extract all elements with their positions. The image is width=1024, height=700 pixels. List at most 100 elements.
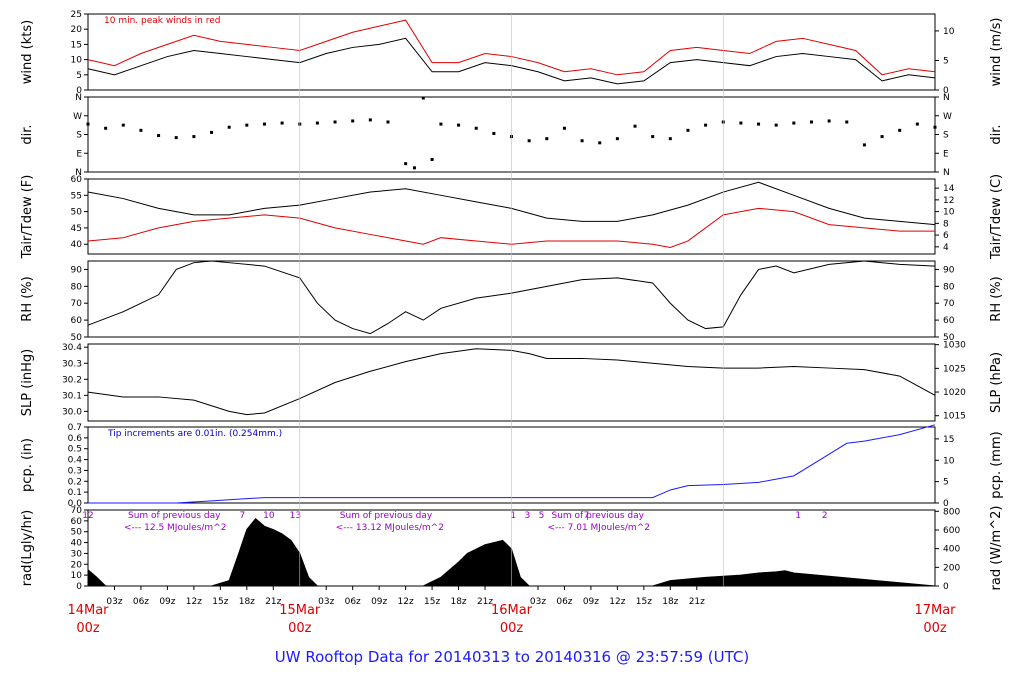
day-label-z: 00z (923, 621, 947, 636)
daily-sum-header: Sum of previous day (340, 511, 433, 521)
y2-tick-label: W (943, 112, 952, 122)
y-axis-label: SLP (inHg) (20, 349, 35, 417)
data-point (351, 119, 355, 123)
y-tick-label: 90 (71, 265, 83, 275)
data-point (104, 126, 108, 130)
data-point (933, 125, 937, 129)
y-tick-label: N (75, 93, 82, 103)
y-axis-label: Tair/Tdew (F) (20, 175, 35, 260)
y-tick-label: 30.4 (62, 343, 82, 353)
y2-tick-label: 15 (943, 435, 954, 445)
y-tick-label: 60 (71, 175, 83, 185)
x-tick-label: 12z (398, 597, 414, 607)
data-point (845, 120, 849, 124)
data-point (386, 120, 390, 124)
y2-tick-label: S (943, 131, 949, 141)
daily-sum-header: Sum of previous day (128, 511, 221, 521)
x-tick-label: 18z (450, 597, 466, 607)
series-line (87, 260, 936, 335)
daily-sum-value: <--- 13.12 MJoules/m^2 (336, 523, 444, 533)
y-axis-label: RH (%) (20, 276, 35, 321)
hour-mark: 7 (584, 511, 590, 521)
y-tick-label: 20 (71, 25, 83, 35)
x-tick-label: 09z (583, 597, 599, 607)
hour-mark: 12 (82, 511, 93, 521)
data-point (545, 137, 549, 141)
data-point (739, 121, 743, 125)
y2-tick-label: 50 (943, 333, 955, 343)
data-point (280, 121, 284, 125)
day-label-z: 00z (76, 621, 100, 636)
y2-tick-label: N (943, 93, 950, 103)
data-point (457, 123, 461, 127)
data-point (404, 162, 408, 166)
y2-tick-label: 14 (943, 184, 955, 194)
y2-tick-label: 600 (943, 526, 960, 536)
y-tick-label: W (73, 112, 82, 122)
y2-tick-label: 10 (943, 208, 955, 218)
daily-sum-header: Sum of previous day (552, 511, 645, 521)
y2-tick-label: 80 (943, 282, 955, 292)
y2-tick-label: 10 (943, 27, 955, 37)
x-tick-label: 03z (106, 597, 122, 607)
y2-tick-label: 90 (943, 265, 955, 275)
y2-tick-label: 4 (943, 243, 949, 253)
y-tick-label: 30 (71, 549, 83, 559)
x-tick-label: 21z (265, 597, 281, 607)
data-point (633, 124, 637, 128)
data-point (227, 125, 231, 129)
y-tick-label: 40 (71, 539, 83, 549)
data-point (86, 122, 90, 126)
day-label-z: 00z (500, 621, 524, 636)
y2-tick-label: 5 (943, 56, 949, 66)
y2-tick-label: 1015 (943, 412, 966, 422)
data-point (245, 123, 249, 127)
y2-tick-label: 6 (943, 231, 949, 241)
y-axis-label: wind (kts) (20, 20, 35, 84)
x-tick-label: 18z (239, 597, 255, 607)
y-tick-label: N (75, 168, 82, 178)
data-point (651, 135, 655, 139)
y-tick-label: 45 (71, 224, 82, 234)
data-point (615, 137, 619, 141)
y2-tick-label: 0 (943, 499, 949, 509)
panel-annotation: 10 min. peak winds in red (104, 16, 221, 26)
y-tick-label: 0.0 (68, 499, 83, 509)
y2-axis-label: RH (%) (989, 276, 1004, 321)
x-tick-label: 21z (689, 597, 705, 607)
footer-title: UW Rooftop Data for 20140313 to 20140316… (274, 648, 750, 666)
data-point (686, 128, 690, 132)
y-tick-label: 50 (71, 528, 83, 538)
x-tick-label: 12z (186, 597, 202, 607)
panel-annotation: Tip increments are 0.01in. (0.254mm.) (107, 429, 282, 439)
y-tick-label: E (76, 149, 82, 159)
data-point (809, 120, 813, 124)
y2-tick-label: E (943, 149, 949, 159)
y-tick-label: 0.3 (68, 466, 82, 476)
data-point (598, 141, 602, 145)
y-tick-label: 0.2 (68, 477, 82, 487)
y-tick-label: 10 (71, 56, 83, 66)
y2-tick-label: 10 (943, 456, 955, 466)
y-tick-label: 5 (76, 71, 82, 81)
data-point (862, 143, 866, 147)
data-point (527, 139, 531, 143)
y-tick-label: 25 (71, 10, 82, 20)
x-tick-label: 18z (662, 597, 678, 607)
y-tick-label: 30.0 (62, 407, 82, 417)
y-tick-label: 60 (71, 316, 83, 326)
y-tick-label: 0 (76, 582, 82, 592)
y2-tick-label: 1020 (943, 388, 966, 398)
y-tick-label: 70 (71, 299, 83, 309)
y2-tick-label: 0 (943, 582, 949, 592)
data-point (368, 118, 372, 122)
y2-tick-label: 8 (943, 219, 949, 229)
y-tick-label: 0.6 (68, 434, 83, 444)
hour-mark: 7 (240, 511, 246, 521)
data-point (915, 122, 919, 126)
y-tick-label: 30.3 (62, 359, 82, 369)
y-axis-label: rad(Lgly/hr) (20, 510, 35, 586)
y2-tick-label: 12 (943, 196, 954, 206)
x-tick-label: 06z (345, 597, 361, 607)
